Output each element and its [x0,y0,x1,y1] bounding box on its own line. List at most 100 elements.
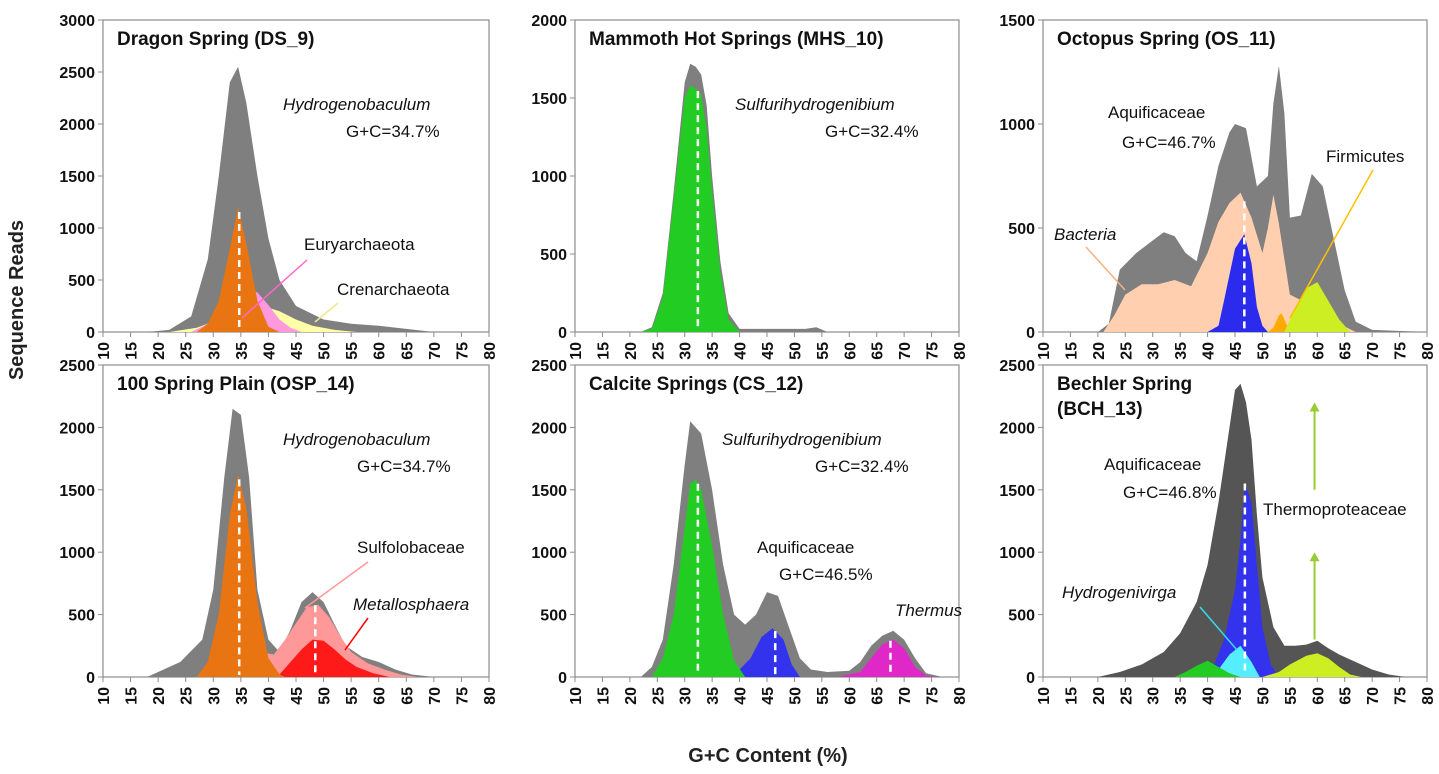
annotation-sulfurihydrogenibium: Sulfurihydrogenibium [722,430,882,449]
x-tick-label: 75 [1393,687,1410,705]
series-area-aquificaceae [1043,234,1427,332]
x-tick-label: 10 [1036,342,1053,360]
x-tick-label: 75 [454,687,471,705]
annotation-thermus: Thermus [895,601,963,620]
annotation-sulfurihydrogenibium: Sulfurihydrogenibium [735,95,895,114]
y-tick-label: 2000 [59,420,95,437]
y-tick-label: 500 [1008,221,1035,238]
y-tick-label: 1000 [59,545,95,562]
y-tick-label: 0 [86,670,95,687]
x-tick-label: 20 [151,687,168,705]
y-tick-label: 2500 [59,358,95,375]
x-tick-label: 60 [842,687,859,705]
x-tick-label: 75 [925,342,942,360]
x-tick-label: 35 [705,342,722,360]
y-tick-label: 1000 [999,117,1035,134]
x-tick-label: 80 [1420,687,1437,705]
x-tick-label: 50 [317,342,334,360]
series-area-sulfolobaceae [103,604,489,677]
x-tick-label: 55 [1283,342,1300,360]
x-tick-label: 35 [1173,687,1190,705]
y-tick-label: 1500 [999,483,1035,500]
x-tick-label: 25 [650,342,667,360]
x-tick-label: 30 [206,342,223,360]
x-tick-label: 70 [1365,687,1382,705]
x-tick-label: 55 [344,687,361,705]
x-tick-label: 80 [482,687,499,705]
x-tick-label: 40 [1201,687,1218,705]
x-tick-label: 65 [870,687,887,705]
x-tick-label: 65 [399,687,416,705]
annotation-g-c-32-4-: G+C=32.4% [825,122,919,141]
leader-line [1085,246,1126,291]
x-tick-label: 45 [760,342,777,360]
x-tick-label: 55 [344,342,361,360]
annotation-metallosphaera: Metallosphaera [353,595,469,614]
series-area-other [1043,282,1427,332]
arrow-head [1309,552,1320,562]
annotation-g-c-32-4-: G+C=32.4% [815,457,909,476]
y-tick-label: 1500 [59,169,95,186]
panel-title: Dragon Spring (DS_9) [117,29,314,50]
panel-title: Mammoth Hot Springs (MHS_10) [589,29,884,50]
y-tick-label: 0 [558,325,567,342]
x-tick-label: 80 [1420,342,1437,360]
y-tick-label: 2000 [531,13,567,30]
x-tick-label: 25 [179,342,196,360]
panel-octopus-spring: 0 500 1000 1500 10 15 20 25 30 35 40 45 50 55 60 65 70 75… [999,13,1437,360]
x-tick-label: 30 [1146,342,1163,360]
x-tick-label: 50 [787,342,804,360]
y-tick-label: 0 [1026,670,1035,687]
series-area-aquificaceae [575,628,959,677]
x-tick-label: 60 [372,687,389,705]
x-tick-label: 75 [454,342,471,360]
x-tick-label: 70 [1365,342,1382,360]
x-tick-label: 40 [261,687,278,705]
leader-line [314,302,339,323]
leader-line [1289,169,1374,319]
y-tick-label: 1500 [531,91,567,108]
annotation-g-c-46-5-: G+C=46.5% [779,565,873,584]
series-area-total [575,421,959,677]
series-area-aquificaceae [1043,483,1427,677]
x-tick-label: 15 [124,687,141,705]
x-tick-label: 35 [234,342,251,360]
annotation-sulfolobaceae: Sulfolobaceae [357,538,465,557]
x-tick-label: 65 [1338,687,1355,705]
annotation-firmicutes: Firmicutes [1326,147,1404,166]
y-tick-label: 500 [1008,608,1035,625]
x-tick-label: 60 [842,342,859,360]
x-tick-label: 10 [568,687,585,705]
panel-title: Octopus Spring (OS_11) [1057,29,1276,50]
annotation-aquificaceae: Aquificaceae [1104,455,1201,474]
plot-frame [102,19,490,333]
panel-dragon-spring: 0 500 1000 1500 2000 2500 3000 10 15 20 25 30 35 40 45… [59,13,499,360]
x-tick-label: 10 [96,342,113,360]
x-tick-label: 25 [179,687,196,705]
annotation-bacteria: Bacteria [1054,225,1116,244]
x-tick-label: 80 [952,342,969,360]
y-tick-label: 1500 [531,483,567,500]
annotation-g-c-46-7-: G+C=46.7% [1122,133,1216,152]
series-area-thermus [575,639,959,677]
x-tick-label: 65 [870,342,887,360]
x-tick-label: 40 [733,342,750,360]
y-tick-label: 500 [540,608,567,625]
x-tick-label: 35 [1173,342,1190,360]
panel-calcite-springs: 0 500 1000 1500 2000 2500 10 15 20 25 30 35 40 45 50 55… [531,358,969,705]
y-tick-label: 2000 [59,117,95,134]
y-tick-label: 500 [68,273,95,290]
x-tick-label: 25 [1118,342,1135,360]
x-tick-label: 25 [1118,687,1135,705]
y-tick-label: 2500 [999,358,1035,375]
panel-title-line2: (BCH_13) [1057,399,1143,420]
y-tick-label: 0 [1026,325,1035,342]
x-tick-label: 40 [1201,342,1218,360]
y-tick-label: 3000 [59,13,95,30]
leader-line [344,617,369,651]
leader-line [241,259,308,319]
panel-bechler-spring: 0 500 1000 1500 2000 2500 10 15 20 25 30 35 40 45 50 55… [999,358,1437,705]
x-tick-label: 45 [1228,342,1245,360]
x-tick-label: 25 [650,687,667,705]
x-tick-label: 20 [1091,342,1108,360]
